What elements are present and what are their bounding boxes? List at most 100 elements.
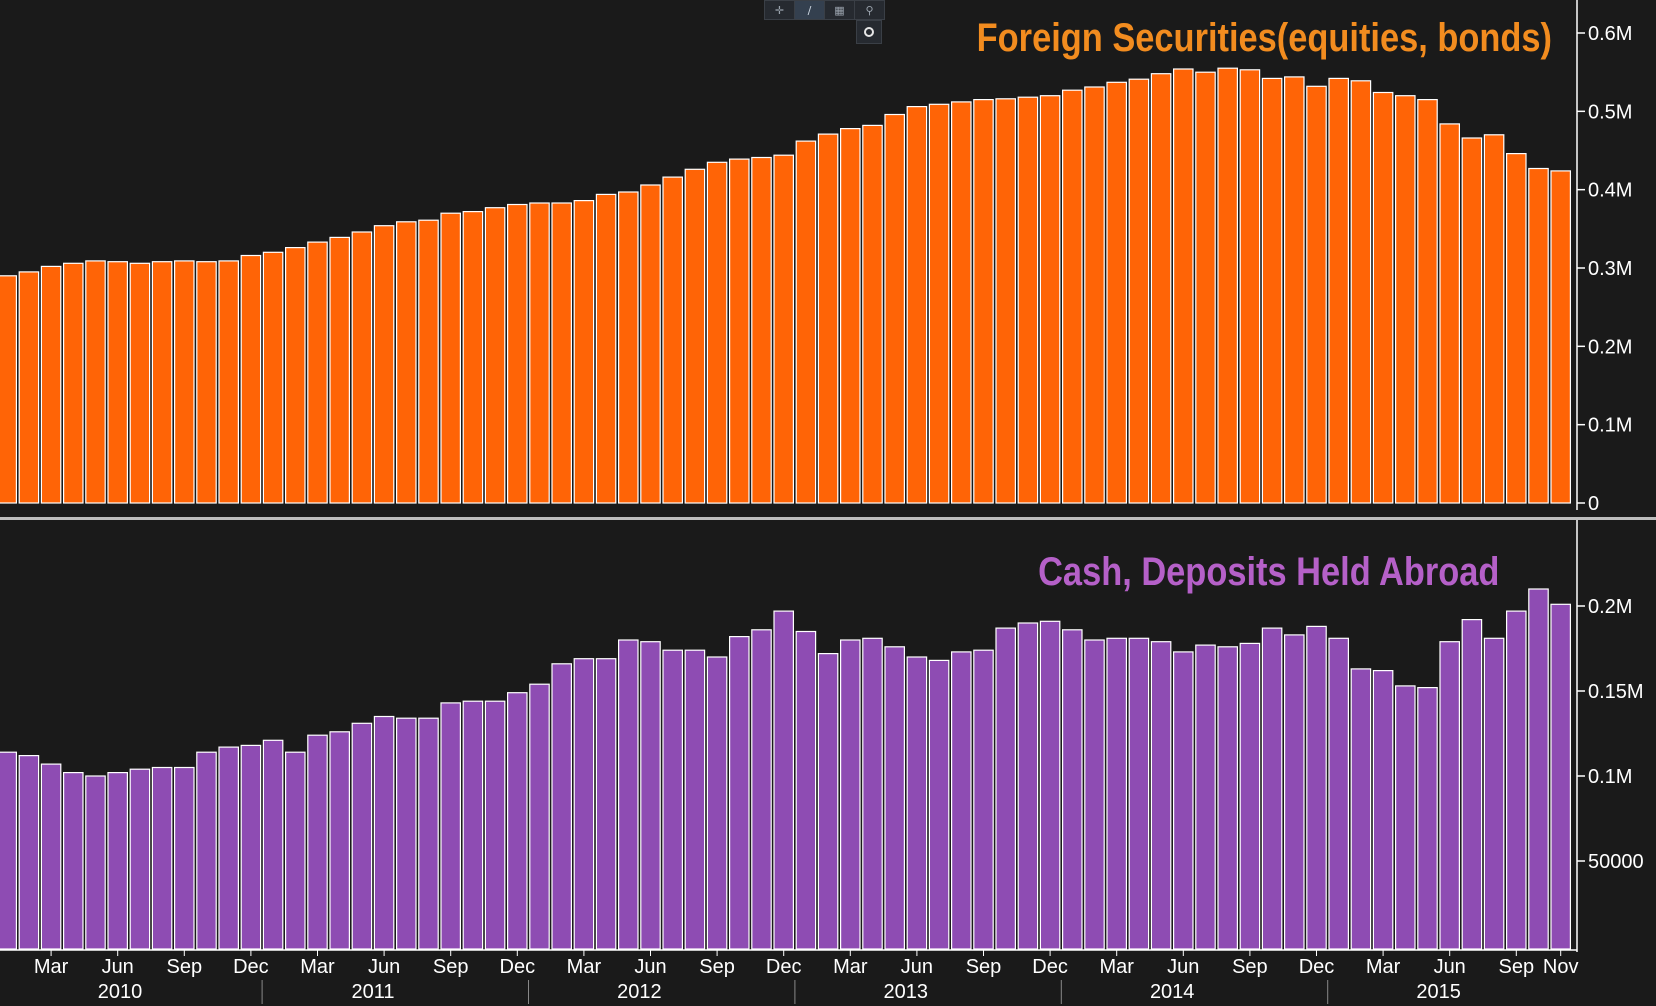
x-month-label: Jun <box>634 956 666 978</box>
deposits-bar <box>1150 641 1172 950</box>
securities-bar <box>1217 67 1238 504</box>
deposits-bar <box>706 656 728 950</box>
note-icon[interactable]: ▦ <box>825 1 855 19</box>
deposits-bar <box>928 659 950 950</box>
securities-bar <box>839 128 861 504</box>
securities-bar <box>418 219 439 504</box>
deposits-bar <box>573 658 595 950</box>
securities-bar <box>174 260 195 504</box>
deposits-bar <box>1350 668 1372 950</box>
securities-bar <box>1106 81 1127 504</box>
chart-toolbar: ✛ ∕ ▦ ⚲ <box>764 0 885 20</box>
deposits-bar <box>751 629 772 950</box>
securities-bar <box>884 113 905 504</box>
securities-bar <box>1372 91 1394 504</box>
deposits-bar <box>1017 622 1039 950</box>
deposits-bar <box>40 763 62 950</box>
securities-bar <box>1195 71 1216 504</box>
securities-bar <box>1461 137 1483 504</box>
deposits-bar <box>462 700 484 950</box>
deposits-bar <box>1261 627 1283 950</box>
securities-bar <box>551 202 572 504</box>
deposits-bar <box>529 683 550 950</box>
deposits-y-tick-label: 50000 <box>1588 851 1644 873</box>
deposits-bar <box>884 646 905 950</box>
x-year-label: 2014 <box>1150 981 1195 1003</box>
securities-bar <box>1128 78 1150 504</box>
deposits-bar <box>1550 603 1571 950</box>
securities-bar <box>151 261 173 504</box>
deposits-bar <box>285 751 306 950</box>
x-month-label: Jun <box>901 956 933 978</box>
securities-bar <box>1394 95 1416 504</box>
securities-bar <box>995 98 1016 504</box>
securities-bar <box>196 261 217 504</box>
deposits-bar <box>1084 639 1105 950</box>
crosshair-icon[interactable]: ✛ <box>765 1 795 19</box>
securities-y-tick-label: 0 <box>1588 493 1599 515</box>
deposits-bar <box>662 649 683 950</box>
securities-bar <box>529 202 550 504</box>
securities-bar <box>595 193 617 504</box>
deposits-bar <box>839 639 861 950</box>
securities-y-tick-label: 0.3M <box>1588 258 1632 280</box>
deposits-bar <box>396 717 417 950</box>
x-month-label: Dec <box>1299 956 1335 978</box>
x-month-label: Mar <box>1099 956 1134 978</box>
securities-bar <box>773 154 794 504</box>
x-year-label: 2012 <box>617 981 662 1003</box>
settings-ring-icon[interactable] <box>856 20 882 44</box>
securities-bar <box>728 158 750 504</box>
securities-bar <box>573 200 595 504</box>
deposits-y-tick-label: 0.1M <box>1588 766 1632 788</box>
securities-bar <box>662 176 683 504</box>
securities-bar <box>1039 95 1061 504</box>
x-month-label: Mar <box>34 956 69 978</box>
deposits-bar <box>1417 686 1438 950</box>
deposits-bar <box>1239 642 1261 950</box>
deposits-bar <box>1483 637 1505 950</box>
x-month-label: Dec <box>500 956 536 978</box>
deposits-bar <box>1061 629 1083 950</box>
securities-y-tick-label: 0.6M <box>1588 23 1632 45</box>
deposits-bar <box>1372 669 1394 950</box>
securities-bar <box>1283 76 1305 504</box>
securities-bar <box>1350 80 1372 504</box>
securities-bar <box>817 133 839 504</box>
securities-bar <box>1061 89 1083 504</box>
deposits-bar <box>1039 620 1061 950</box>
securities-bar <box>795 140 817 504</box>
zoom-icon[interactable]: ⚲ <box>865 3 874 17</box>
x-month-label: Jun <box>1167 956 1199 978</box>
draw-line-icon[interactable]: ∕ <box>795 1 825 19</box>
securities-bar <box>240 254 262 504</box>
deposits-bar <box>351 722 373 950</box>
deposits-y-tick-label: 0.2M <box>1588 596 1632 618</box>
x-month-label: Mar <box>300 956 335 978</box>
deposits-bar <box>684 649 706 950</box>
securities-bar <box>1505 153 1527 504</box>
deposits-bar <box>595 658 617 950</box>
x-month-label: Jun <box>368 956 400 978</box>
deposits-bar <box>151 766 173 950</box>
x-year-label: 2010 <box>98 981 143 1003</box>
securities-bar <box>950 101 972 504</box>
securities-y-tick-label: 0.1M <box>1588 415 1632 437</box>
securities-bar <box>1439 123 1460 504</box>
securities-bar <box>307 241 328 504</box>
securities-bar <box>1328 77 1349 504</box>
x-month-label: Sep <box>1499 956 1535 978</box>
securities-bar <box>262 251 284 504</box>
securities-bar <box>484 207 506 504</box>
x-month-label: Sep <box>966 956 1002 978</box>
x-month-label: Jun <box>1434 956 1466 978</box>
deposits-bar <box>862 637 883 950</box>
deposits-bar <box>1128 637 1150 950</box>
x-month-label: Dec <box>1032 956 1068 978</box>
deposits-bar <box>906 656 928 950</box>
deposits-chart-title: Cash, Deposits Held Abroad <box>1037 550 1499 594</box>
deposits-bar <box>1106 637 1127 950</box>
deposits-bar <box>62 771 84 950</box>
deposits-bar <box>1283 634 1305 950</box>
deposits-bar <box>1217 646 1238 950</box>
